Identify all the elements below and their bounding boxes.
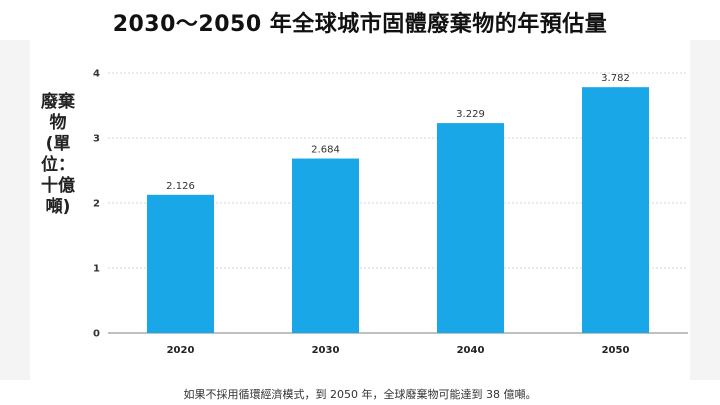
y-axis-label: 廢棄物(單位：十億噸)	[41, 92, 75, 217]
y-axis-ticks: 0 1 2 3 4	[93, 69, 100, 340]
bars	[147, 87, 649, 334]
y-tick-label: 2	[93, 199, 100, 210]
x-tick-label-2030: 2030	[312, 345, 340, 356]
x-tick-label-2050: 2050	[602, 345, 630, 356]
bar-2040	[437, 123, 504, 334]
data-label-2020: 2.126	[166, 181, 195, 192]
data-label-2050: 3.782	[601, 73, 630, 84]
y-tick-label: 3	[93, 134, 100, 145]
bar-2050	[582, 87, 649, 333]
x-tick-label-2040: 2040	[457, 345, 485, 356]
data-label-2030: 2.684	[311, 145, 340, 156]
y-tick-label: 4	[93, 69, 100, 80]
chart-title: 2030～2050 年全球城市固體廢棄物的年預估量	[112, 12, 608, 37]
left-side-panel	[0, 40, 30, 380]
bar-2030	[292, 158, 359, 333]
data-labels: 2.126 2.684 3.229 3.782	[166, 73, 630, 192]
x-tick-label-2020: 2020	[167, 345, 195, 356]
bar-2020	[147, 194, 214, 333]
x-axis-ticks: 2020 2030 2040 2050	[167, 345, 630, 356]
y-tick-label: 1	[93, 264, 100, 275]
right-side-panel	[690, 40, 720, 380]
y-tick-label: 0	[93, 329, 100, 340]
chart-caption: 如果不採用循環經濟模式，到 2050 年，全球廢棄物可能達到 38 億噸。	[183, 388, 537, 401]
data-label-2040: 3.229	[456, 109, 485, 120]
